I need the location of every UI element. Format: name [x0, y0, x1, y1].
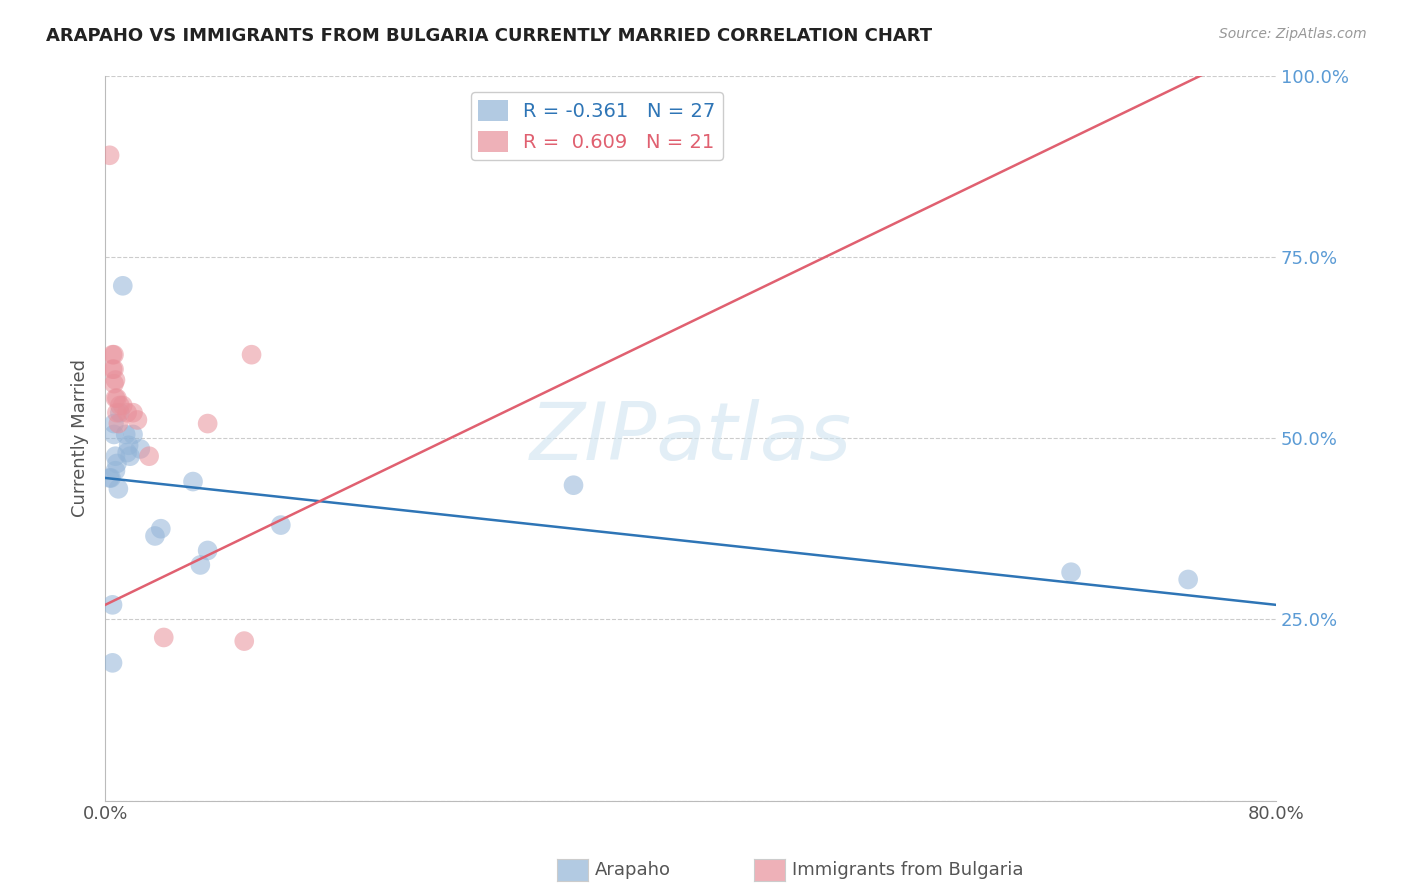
Point: [115, 445, 138, 459]
Point: [270, 518, 292, 533]
Point: [143, 529, 166, 543]
Point: [103, 376, 125, 391]
Point: [152, 631, 174, 645]
Point: [98, 148, 121, 162]
Point: [103, 427, 125, 442]
Point: [108, 406, 131, 420]
Point: [103, 417, 125, 431]
Point: [240, 348, 263, 362]
Point: [103, 362, 125, 376]
Point: [105, 457, 128, 471]
Point: [103, 348, 125, 362]
Point: [138, 449, 160, 463]
Text: Source: ZipAtlas.com: Source: ZipAtlas.com: [1219, 27, 1367, 41]
Point: [107, 482, 129, 496]
Point: [114, 427, 136, 442]
Point: [127, 413, 149, 427]
Point: [107, 417, 129, 431]
Point: [122, 406, 145, 420]
Point: [129, 442, 152, 456]
Text: ZIPatlas: ZIPatlas: [530, 399, 852, 477]
Point: [100, 471, 122, 485]
Point: [233, 634, 256, 648]
Point: [101, 362, 124, 376]
Point: [197, 543, 219, 558]
Point: [101, 656, 124, 670]
Point: [188, 558, 211, 572]
Text: Arapaho: Arapaho: [595, 861, 671, 879]
Text: Immigrants from Bulgaria: Immigrants from Bulgaria: [792, 861, 1024, 879]
Point: [104, 391, 127, 405]
Point: [562, 478, 585, 492]
Point: [115, 406, 138, 420]
Point: [1060, 565, 1083, 579]
Point: [1177, 573, 1199, 587]
Point: [104, 464, 127, 478]
Point: [111, 399, 134, 413]
Point: [108, 399, 131, 413]
Point: [104, 373, 127, 387]
Point: [104, 449, 127, 463]
Point: [105, 391, 128, 405]
Point: [149, 522, 172, 536]
Point: [120, 449, 142, 463]
Point: [122, 427, 145, 442]
Point: [101, 348, 124, 362]
Point: [98, 471, 121, 485]
Point: [111, 278, 134, 293]
Point: [117, 438, 139, 452]
Point: [181, 475, 204, 489]
Point: [101, 598, 124, 612]
Point: [197, 417, 219, 431]
Point: [105, 406, 128, 420]
Legend: R = -0.361   N = 27, R =  0.609   N = 21: R = -0.361 N = 27, R = 0.609 N = 21: [471, 93, 723, 161]
Y-axis label: Currently Married: Currently Married: [72, 359, 89, 517]
Text: ARAPAHO VS IMMIGRANTS FROM BULGARIA CURRENTLY MARRIED CORRELATION CHART: ARAPAHO VS IMMIGRANTS FROM BULGARIA CURR…: [46, 27, 932, 45]
